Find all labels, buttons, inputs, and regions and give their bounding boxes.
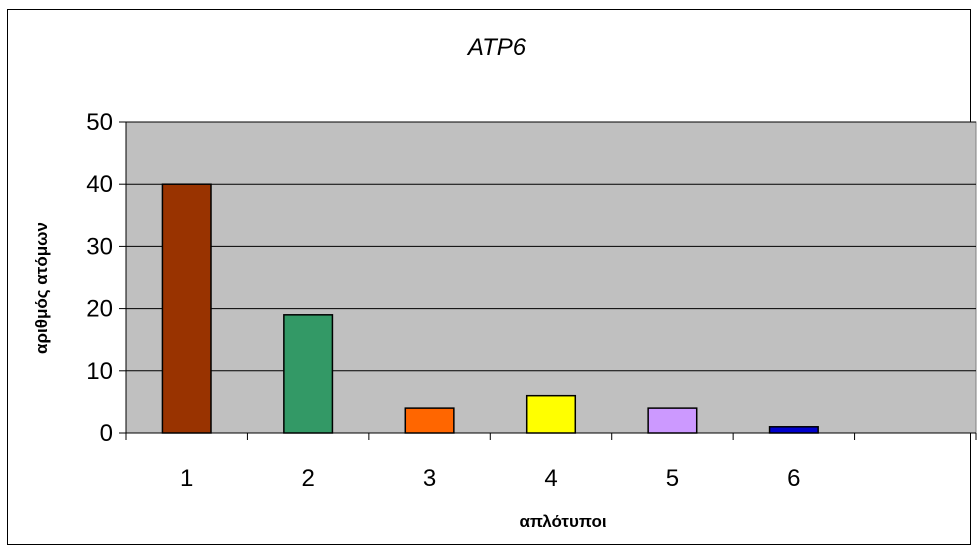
y-tick-label: 50 (86, 109, 113, 136)
y-tick-label: 30 (86, 233, 113, 260)
plot-area (125, 121, 977, 434)
bar (404, 407, 455, 434)
x-tick-label: 5 (666, 465, 679, 492)
x-tick-label: 3 (423, 465, 436, 492)
x-tick-label: 2 (301, 465, 314, 492)
bar (525, 394, 577, 434)
y-axis-label: αριθμός ατόμων (32, 222, 51, 354)
y-tick-label: 20 (86, 296, 113, 323)
bar (768, 426, 819, 434)
y-tick-label: 40 (86, 171, 113, 198)
chart-title: ATP6 (466, 34, 527, 61)
bar (283, 314, 334, 434)
gridlines (126, 121, 976, 372)
x-tick-label: 6 (787, 465, 800, 492)
x-tick-label: 4 (544, 465, 557, 492)
x-tick-labels: 1 2 3 4 5 6 (180, 465, 801, 492)
x-axis-label: απλότυποι (519, 512, 606, 531)
bar (647, 407, 698, 434)
axes (119, 121, 977, 440)
bar (161, 183, 212, 434)
y-tick-label: 0 (100, 420, 113, 447)
y-tick-label: 10 (86, 358, 113, 385)
y-tick-labels: 0 10 20 30 40 50 (86, 109, 113, 447)
x-tick-label: 1 (180, 465, 193, 492)
